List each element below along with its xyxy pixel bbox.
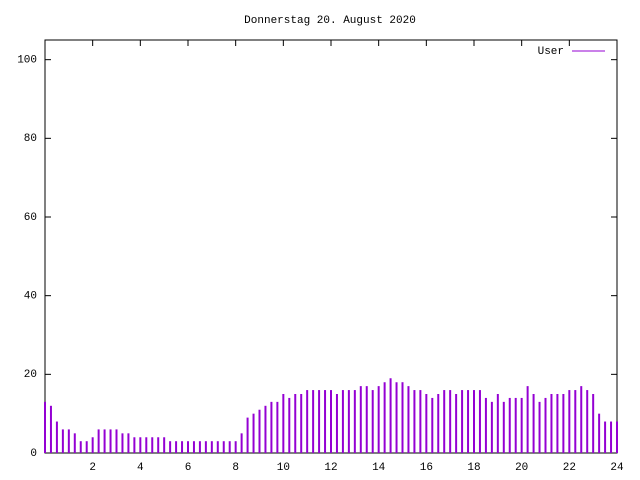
x-tick-label: 22 (563, 462, 576, 474)
y-tick-label: 20 (24, 369, 37, 381)
x-tick-label: 2 (89, 462, 96, 474)
legend-label: User (538, 46, 564, 58)
x-tick-label: 12 (324, 462, 337, 474)
y-tick-label: 0 (30, 448, 37, 460)
x-tick-label: 14 (372, 462, 386, 474)
chart-title: Donnerstag 20. August 2020 (244, 15, 416, 27)
x-tick-label: 6 (185, 462, 192, 474)
x-tick-label: 24 (610, 462, 624, 474)
x-tick-label: 16 (420, 462, 433, 474)
x-tick-label: 8 (232, 462, 239, 474)
x-tick-label: 10 (277, 462, 290, 474)
x-tick-label: 20 (515, 462, 528, 474)
y-tick-label: 40 (24, 291, 37, 303)
y-tick-label: 80 (24, 133, 37, 145)
x-tick-label: 4 (137, 462, 144, 474)
x-tick-label: 18 (467, 462, 480, 474)
y-tick-label: 60 (24, 212, 37, 224)
y-tick-label: 100 (17, 55, 37, 67)
